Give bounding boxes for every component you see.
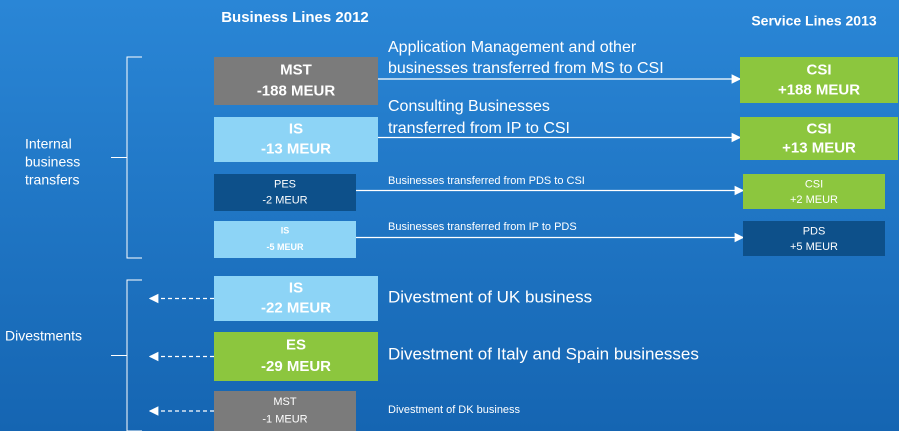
source-box xyxy=(214,221,356,258)
transfer-label: Application Management and other xyxy=(388,39,637,56)
target-amount: +5 MEUR xyxy=(790,241,838,253)
bracket xyxy=(111,279,142,431)
transfer-label: Divestment of DK business xyxy=(388,404,521,416)
source-amount: -29 MEUR xyxy=(261,358,331,375)
source-box xyxy=(214,117,378,162)
source-name: IS xyxy=(289,121,303,138)
source-box xyxy=(214,174,356,211)
transfer-label: Businesses transferred from PDS to CSI xyxy=(388,175,585,187)
source-amount: -5 MEUR xyxy=(266,242,304,252)
source-box xyxy=(214,332,378,381)
source-name: ES xyxy=(286,337,306,354)
header-right: Service Lines 2013 xyxy=(751,13,877,29)
group-label: Divestments xyxy=(5,328,82,344)
bracket xyxy=(111,56,142,259)
target-name: CSI xyxy=(806,121,831,138)
source-name: MST xyxy=(280,61,312,78)
target-amount: +2 MEUR xyxy=(790,194,838,206)
target-amount: +13 MEUR xyxy=(782,139,856,156)
source-amount: -188 MEUR xyxy=(257,83,336,100)
source-amount: -2 MEUR xyxy=(262,195,307,207)
source-amount: -13 MEUR xyxy=(261,140,331,157)
transfer-label: businesses transferred from MS to CSI xyxy=(388,60,664,77)
target-box xyxy=(743,174,885,209)
source-name: IS xyxy=(289,280,303,297)
source-name: PES xyxy=(274,178,296,190)
source-name: IS xyxy=(281,226,290,236)
target-name: PDS xyxy=(803,225,826,237)
source-name: MST xyxy=(273,396,297,408)
target-box xyxy=(740,57,898,103)
target-box xyxy=(743,221,885,256)
source-box xyxy=(214,57,378,105)
transfer-label: transferred from IP to CSI xyxy=(388,120,570,137)
transfer-label: Consulting Businesses xyxy=(388,98,550,115)
target-name: CSI xyxy=(806,61,831,78)
transfer-label: Divestment of UK business xyxy=(388,287,592,306)
group-label: Internal xyxy=(25,136,72,152)
source-amount: -1 MEUR xyxy=(262,414,307,426)
target-amount: +188 MEUR xyxy=(778,82,860,99)
transfer-label: Businesses transferred from IP to PDS xyxy=(388,221,577,233)
group-label: transfers xyxy=(25,172,79,188)
source-amount: -22 MEUR xyxy=(261,299,331,316)
group-label: business xyxy=(25,154,80,170)
target-name: CSI xyxy=(805,178,823,190)
source-box xyxy=(214,276,378,321)
transfer-label: Divestment of Italy and Spain businesses xyxy=(388,344,699,363)
target-box xyxy=(740,117,898,160)
source-box xyxy=(214,391,356,431)
header-left: Business Lines 2012 xyxy=(221,9,369,26)
